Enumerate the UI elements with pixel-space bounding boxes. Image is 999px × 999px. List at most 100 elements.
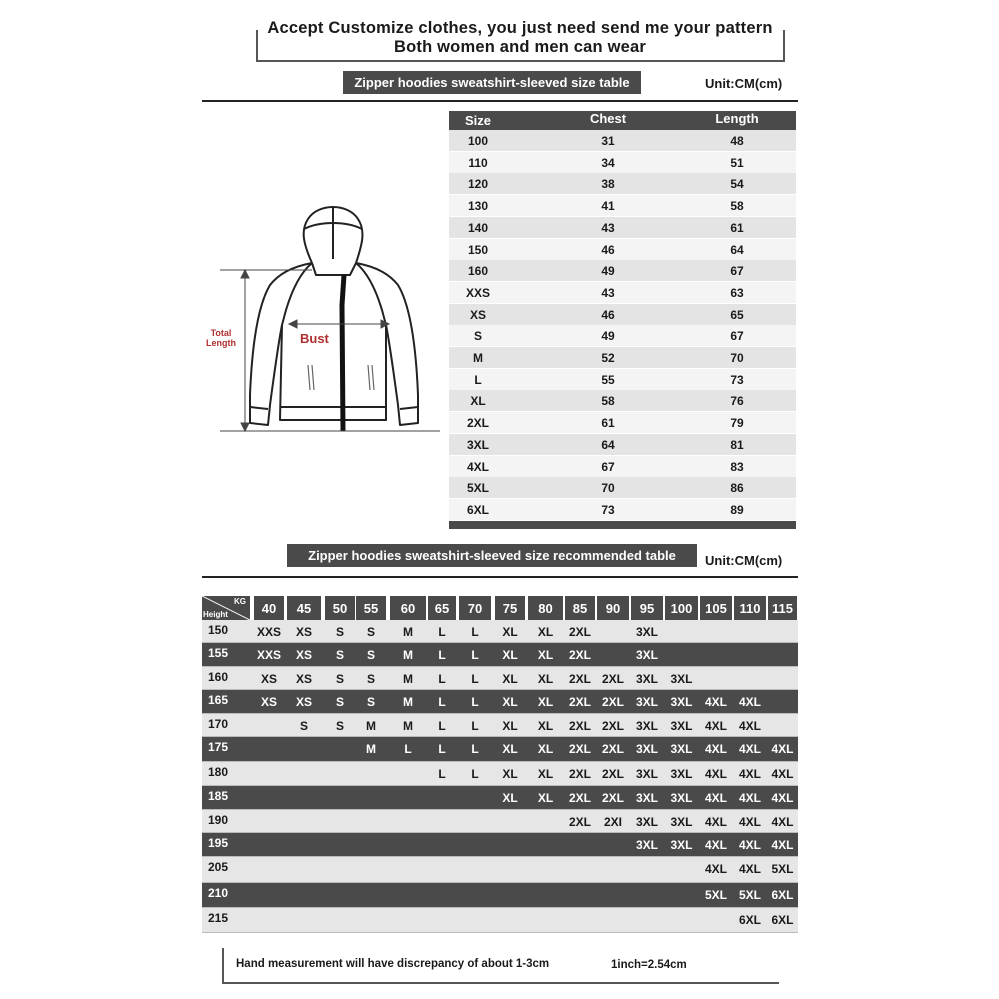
size-cell: M	[473, 351, 483, 365]
hoodie-diagram	[220, 206, 440, 433]
size-cell: 6XL	[738, 913, 762, 927]
length-cell: 83	[730, 459, 744, 474]
size-cell: 3XL	[670, 695, 693, 709]
kg-header-cell: 40	[254, 596, 284, 620]
size-cell: 4XL	[738, 767, 762, 781]
kg-header-cell: 75	[495, 596, 525, 620]
size-cell: 3XL	[635, 767, 659, 781]
table-row: L 55 73	[449, 368, 796, 391]
size-cell: 3XL	[635, 695, 659, 709]
footer-note: Hand measurement will have discrepancy o…	[236, 958, 550, 970]
header-line-2: Both women and men can wear	[393, 38, 647, 56]
height-cell: 185	[208, 789, 229, 803]
size-cell: 2XL	[466, 416, 490, 431]
size-cell: 4XL	[704, 815, 728, 829]
size-cell: 4XL	[738, 791, 762, 805]
length-cell: 76	[730, 394, 744, 409]
height-cell: 150	[208, 623, 229, 637]
table-row: 215 6XL 6XL	[202, 908, 798, 933]
size-cell: 5XL	[771, 862, 794, 876]
corner-height: Height	[203, 610, 228, 619]
chest-cell: 49	[601, 329, 615, 344]
size-cell: 110	[468, 155, 488, 170]
size-cell: XS	[260, 695, 278, 709]
size-cell: 4XL	[738, 815, 762, 829]
size-cell: L	[471, 719, 479, 733]
height-cell: 210	[208, 886, 229, 900]
table-row: 165 XS XS S S M L L XL XL 2XL 2XL 3XL 3XL 4XL 4XL	[202, 690, 798, 714]
size-cell: 3XL	[635, 838, 659, 852]
length-cell: 61	[730, 220, 744, 235]
divider	[202, 100, 798, 102]
kg-header-cell: 90	[597, 596, 629, 620]
size-cell: XS	[295, 695, 313, 709]
chest-cell: 43	[601, 285, 615, 300]
height-cell: 215	[208, 911, 229, 925]
size-cell: 4XL	[738, 862, 762, 876]
arrow-left-icon	[287, 319, 298, 329]
size-cell: XS	[469, 307, 487, 322]
size-cell: 4XL	[738, 695, 762, 709]
table-row: 6XL 73 89	[449, 498, 796, 521]
length-cell: 79	[730, 416, 744, 431]
length-cell: 54	[730, 177, 744, 192]
chest-cell: 70	[601, 481, 615, 496]
size-cell: 2XL	[568, 767, 592, 781]
size-cell: L	[438, 672, 446, 686]
size-cell: L	[438, 742, 446, 756]
length-cell: 67	[730, 264, 744, 279]
table-row: 155 XXS XS S S M L L XL XL 2XL 3XL	[202, 643, 798, 667]
size-cell: S	[366, 648, 376, 662]
size-cell: 4XL	[771, 838, 794, 852]
chest-cell: 61	[601, 416, 615, 431]
size-cell: 3XL	[670, 719, 693, 733]
size-cell: XL	[502, 719, 518, 733]
size-cell: 2XL	[601, 719, 625, 733]
footer-conversion: 1inch=2.54cm	[611, 959, 687, 971]
table-row: 205 4XL 4XL 5XL	[202, 857, 798, 883]
chest-cell: 46	[601, 242, 615, 257]
size-cell: L	[438, 695, 446, 709]
size-cell: 4XL	[704, 862, 728, 876]
length-cell: 58	[730, 199, 744, 214]
size-cell: XL	[537, 742, 554, 756]
length-cell: 65	[730, 307, 744, 322]
table-row: 4XL 67 83	[449, 455, 796, 478]
size-cell: L	[438, 719, 446, 733]
table-row: 150 46 64	[449, 238, 796, 261]
size-cell: S	[366, 625, 376, 639]
size-cell: 4XL	[704, 695, 728, 709]
size-cell: XS	[295, 625, 313, 639]
size-cell: M	[366, 719, 376, 733]
table-row: XS 46 65	[449, 303, 796, 326]
height-cell: 195	[208, 836, 229, 850]
size-cell: XS	[260, 672, 278, 686]
size-cell: XL	[502, 672, 518, 686]
size-cell: 6XL	[466, 502, 490, 517]
table-row: 5XL 70 86	[449, 477, 796, 500]
table-row: XL 58 76	[449, 390, 796, 413]
length-cell: 73	[730, 372, 744, 387]
size-cell: 3XL	[635, 742, 659, 756]
height-cell: 205	[208, 860, 229, 874]
size-cell: 150	[467, 242, 489, 257]
length-cell: 64	[730, 242, 744, 257]
table-row: 100 31 48	[449, 130, 796, 152]
chest-cell: 73	[601, 502, 615, 517]
height-cell: 160	[208, 670, 229, 684]
size-cell: 130	[467, 199, 489, 214]
kg-header-cell: 100	[665, 596, 698, 620]
size-cell: 4XL	[771, 791, 794, 805]
size-cell: S	[366, 672, 376, 686]
size-cell: 4XL	[738, 742, 762, 756]
chest-cell: 55	[601, 372, 615, 387]
size-cell: XL	[502, 625, 518, 639]
size-cell: 2XL	[568, 791, 592, 805]
chest-cell: 46	[601, 307, 615, 322]
size-cell: XL	[502, 648, 518, 662]
size-cell: XXS	[256, 648, 282, 662]
size-cell: S	[299, 719, 309, 733]
length-cell: 48	[730, 134, 744, 148]
size-cell: 2XL	[568, 815, 592, 829]
size-cell: 2XL	[601, 672, 625, 686]
